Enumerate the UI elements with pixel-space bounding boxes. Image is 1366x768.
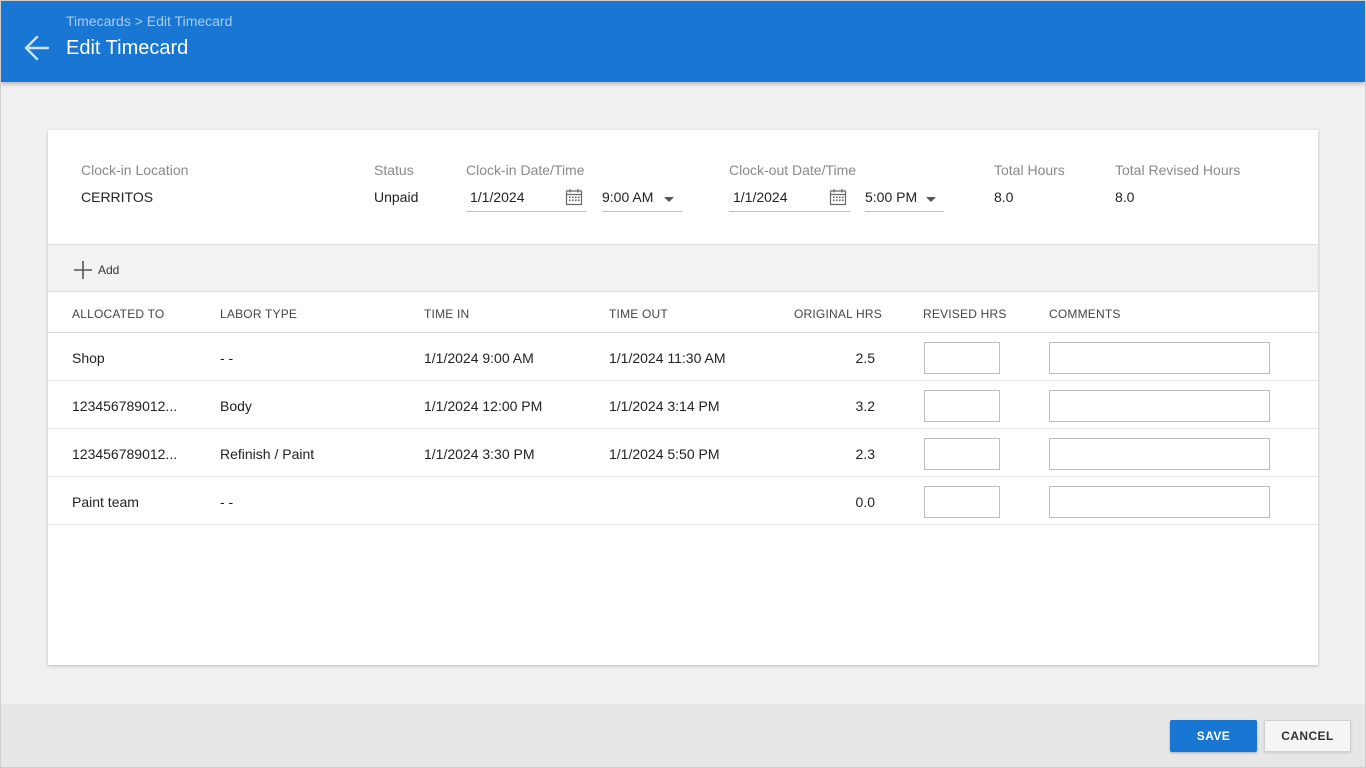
timecard-card: Clock-in Location CERRITOS Status Unpaid… (48, 130, 1318, 665)
clock-out-time-select[interactable]: 5:00 PM (865, 184, 944, 212)
plus-icon (74, 261, 92, 279)
allocated-to-cell: 123456789012... (72, 446, 178, 462)
time-in-cell: 1/1/2024 12:00 PM (424, 398, 543, 414)
breadcrumb-timecards[interactable]: Timecards (66, 13, 131, 29)
action-footer: SAVE CANCEL (1, 704, 1365, 767)
original-hrs-cell: 0.0 (855, 494, 875, 510)
column-header-revised-hrs[interactable]: REVISED HRS (923, 307, 1007, 321)
time-in-cell: 1/1/2024 3:30 PM (424, 446, 535, 462)
table-row: 123456789012... Refinish / Paint 1/1/202… (48, 429, 1318, 477)
labor-type-cell: - - (220, 350, 234, 366)
total-revised-hours-label: Total Revised Hours (1115, 162, 1241, 178)
back-button[interactable] (21, 32, 53, 64)
allocated-to-cell: 123456789012... (72, 398, 178, 414)
time-in-cell: 1/1/2024 9:00 AM (424, 350, 534, 366)
clock-in-location-value: CERRITOS (81, 189, 154, 205)
clock-out-date-field[interactable]: 1/1/2024 (729, 184, 850, 212)
revised-hrs-input[interactable] (924, 438, 1000, 470)
comments-input[interactable] (1049, 438, 1270, 470)
labor-type-cell: - - (220, 494, 234, 510)
clock-out-date-value: 1/1/2024 (733, 189, 788, 205)
clock-in-time-select[interactable]: 9:00 AM (602, 184, 682, 212)
clock-in-time-value: 9:00 AM (602, 189, 654, 205)
original-hrs-cell: 3.2 (855, 398, 875, 414)
clock-out-datetime-label: Clock-out Date/Time (729, 162, 857, 178)
table-row: Shop - - 1/1/2024 9:00 AM 1/1/2024 11:30… (48, 333, 1318, 381)
chevron-down-icon (664, 197, 674, 202)
revised-hrs-input[interactable] (924, 342, 1000, 374)
total-revised-hours-value: 8.0 (1115, 189, 1135, 205)
original-hrs-cell: 2.3 (855, 446, 875, 462)
labor-type-cell: Body (220, 398, 252, 414)
save-button[interactable]: SAVE (1170, 720, 1257, 752)
column-header-allocated-to[interactable]: ALLOCATED TO (72, 307, 165, 321)
table-row: Paint team - - 0.0 (48, 477, 1318, 525)
app-header: Timecards > Edit Timecard Edit Timecard (1, 1, 1365, 82)
cancel-button[interactable]: CANCEL (1264, 720, 1351, 752)
table-toolbar: Add (48, 244, 1318, 292)
allocated-to-cell: Paint team (72, 494, 139, 510)
breadcrumb-current: Edit Timecard (146, 13, 233, 29)
chevron-down-icon (926, 197, 936, 202)
revised-hrs-input[interactable] (924, 390, 1000, 422)
table-header: ALLOCATED TO LABOR TYPE TIME IN TIME OUT… (48, 292, 1318, 333)
table-row: 123456789012... Body 1/1/2024 12:00 PM 1… (48, 381, 1318, 429)
clock-in-date-field[interactable]: 1/1/2024 (466, 184, 586, 212)
status-label: Status (374, 162, 414, 178)
clock-in-location-label: Clock-in Location (81, 162, 189, 178)
comments-input[interactable] (1049, 342, 1270, 374)
total-hours-value: 8.0 (994, 189, 1014, 205)
comments-input[interactable] (1049, 486, 1270, 518)
column-header-original-hrs[interactable]: ORIGINAL HRS (794, 307, 882, 321)
original-hrs-cell: 2.5 (855, 350, 875, 366)
clock-in-datetime-label: Clock-in Date/Time (466, 162, 585, 178)
total-hours-label: Total Hours (994, 162, 1065, 178)
calendar-icon[interactable] (565, 188, 583, 206)
add-button[interactable]: Add (72, 259, 119, 281)
column-header-labor-type[interactable]: LABOR TYPE (220, 307, 298, 321)
column-header-time-in[interactable]: TIME IN (424, 307, 470, 321)
labor-type-cell: Refinish / Paint (220, 446, 315, 462)
time-out-cell: 1/1/2024 3:14 PM (609, 398, 720, 414)
page-title: Edit Timecard (66, 37, 189, 59)
revised-hrs-input[interactable] (924, 486, 1000, 518)
allocated-to-cell: Shop (72, 350, 105, 366)
column-header-time-out[interactable]: TIME OUT (609, 307, 668, 321)
clock-out-time-value: 5:00 PM (865, 189, 918, 205)
breadcrumb-separator: > (134, 13, 143, 29)
calendar-icon[interactable] (829, 188, 847, 206)
column-header-comments[interactable]: COMMENTS (1049, 307, 1121, 321)
time-out-cell: 1/1/2024 11:30 AM (609, 350, 726, 366)
arrow-left-icon (24, 35, 50, 61)
status-value: Unpaid (374, 189, 419, 205)
timecard-summary: Clock-in Location CERRITOS Status Unpaid… (48, 130, 1318, 244)
clock-in-date-value: 1/1/2024 (470, 189, 525, 205)
add-label: Add (98, 263, 120, 277)
comments-input[interactable] (1049, 390, 1270, 422)
time-out-cell: 1/1/2024 5:50 PM (609, 446, 720, 462)
breadcrumb: Timecards > Edit Timecard (66, 13, 232, 29)
